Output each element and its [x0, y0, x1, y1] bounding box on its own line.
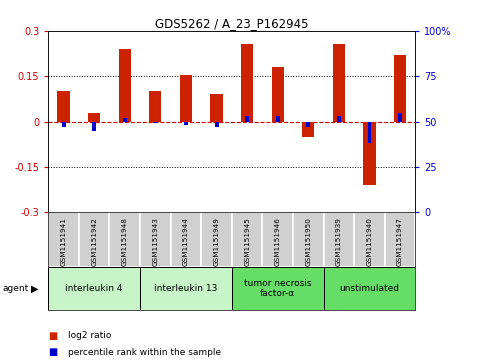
Bar [62, 122, 66, 127]
Bar [232, 267, 324, 310]
Text: GSM1151940: GSM1151940 [367, 217, 372, 266]
Text: GSM1151945: GSM1151945 [244, 217, 250, 266]
Bar [88, 113, 100, 122]
Bar [149, 91, 161, 122]
Text: GSM1151942: GSM1151942 [91, 217, 97, 266]
Text: GSM1151947: GSM1151947 [397, 217, 403, 266]
Bar [262, 212, 293, 267]
Bar [119, 49, 131, 122]
Bar [180, 75, 192, 122]
Text: interleukin 4: interleukin 4 [65, 284, 123, 293]
Bar [306, 122, 310, 127]
Bar [245, 116, 249, 122]
Bar [154, 122, 157, 123]
Bar [324, 267, 415, 310]
Text: GSM1151948: GSM1151948 [122, 217, 128, 266]
Bar [48, 212, 79, 267]
Text: GSM1151950: GSM1151950 [305, 217, 312, 266]
Bar [57, 91, 70, 122]
Bar [324, 212, 354, 267]
Bar [79, 212, 110, 267]
Bar [184, 122, 188, 125]
Text: GSM1151949: GSM1151949 [213, 217, 220, 266]
Text: interleukin 13: interleukin 13 [154, 284, 218, 293]
Bar [110, 212, 140, 267]
Bar [170, 212, 201, 267]
Bar [276, 116, 280, 122]
Text: ▶: ▶ [31, 284, 39, 294]
Text: GSM1151943: GSM1151943 [152, 217, 158, 266]
Title: GDS5262 / A_23_P162945: GDS5262 / A_23_P162945 [155, 17, 309, 30]
Bar [232, 212, 262, 267]
Text: tumor necrosis
factor-α: tumor necrosis factor-α [244, 279, 312, 298]
Bar [211, 94, 223, 122]
Bar [123, 118, 127, 122]
Text: percentile rank within the sample: percentile rank within the sample [68, 348, 221, 356]
Text: ■: ■ [48, 347, 57, 357]
Bar [293, 212, 324, 267]
Text: agent: agent [2, 284, 28, 293]
Bar [398, 113, 402, 122]
Text: ■: ■ [48, 331, 57, 341]
Text: log2 ratio: log2 ratio [68, 331, 111, 340]
Text: GSM1151939: GSM1151939 [336, 217, 342, 266]
Bar [368, 122, 371, 143]
Bar [363, 122, 376, 185]
Text: GSM1151946: GSM1151946 [275, 217, 281, 266]
Text: GSM1151941: GSM1151941 [60, 217, 67, 266]
Bar [92, 122, 96, 131]
Bar [271, 67, 284, 122]
Bar [333, 44, 345, 122]
Bar [48, 267, 140, 310]
Bar [241, 44, 253, 122]
Text: unstimulated: unstimulated [340, 284, 399, 293]
Bar [214, 122, 218, 127]
Bar [354, 212, 385, 267]
Text: GSM1151944: GSM1151944 [183, 217, 189, 266]
Bar [201, 212, 232, 267]
Bar [385, 212, 415, 267]
Bar [140, 267, 232, 310]
Bar [337, 116, 341, 122]
Bar [140, 212, 170, 267]
Bar [394, 55, 406, 122]
Bar [302, 122, 314, 137]
